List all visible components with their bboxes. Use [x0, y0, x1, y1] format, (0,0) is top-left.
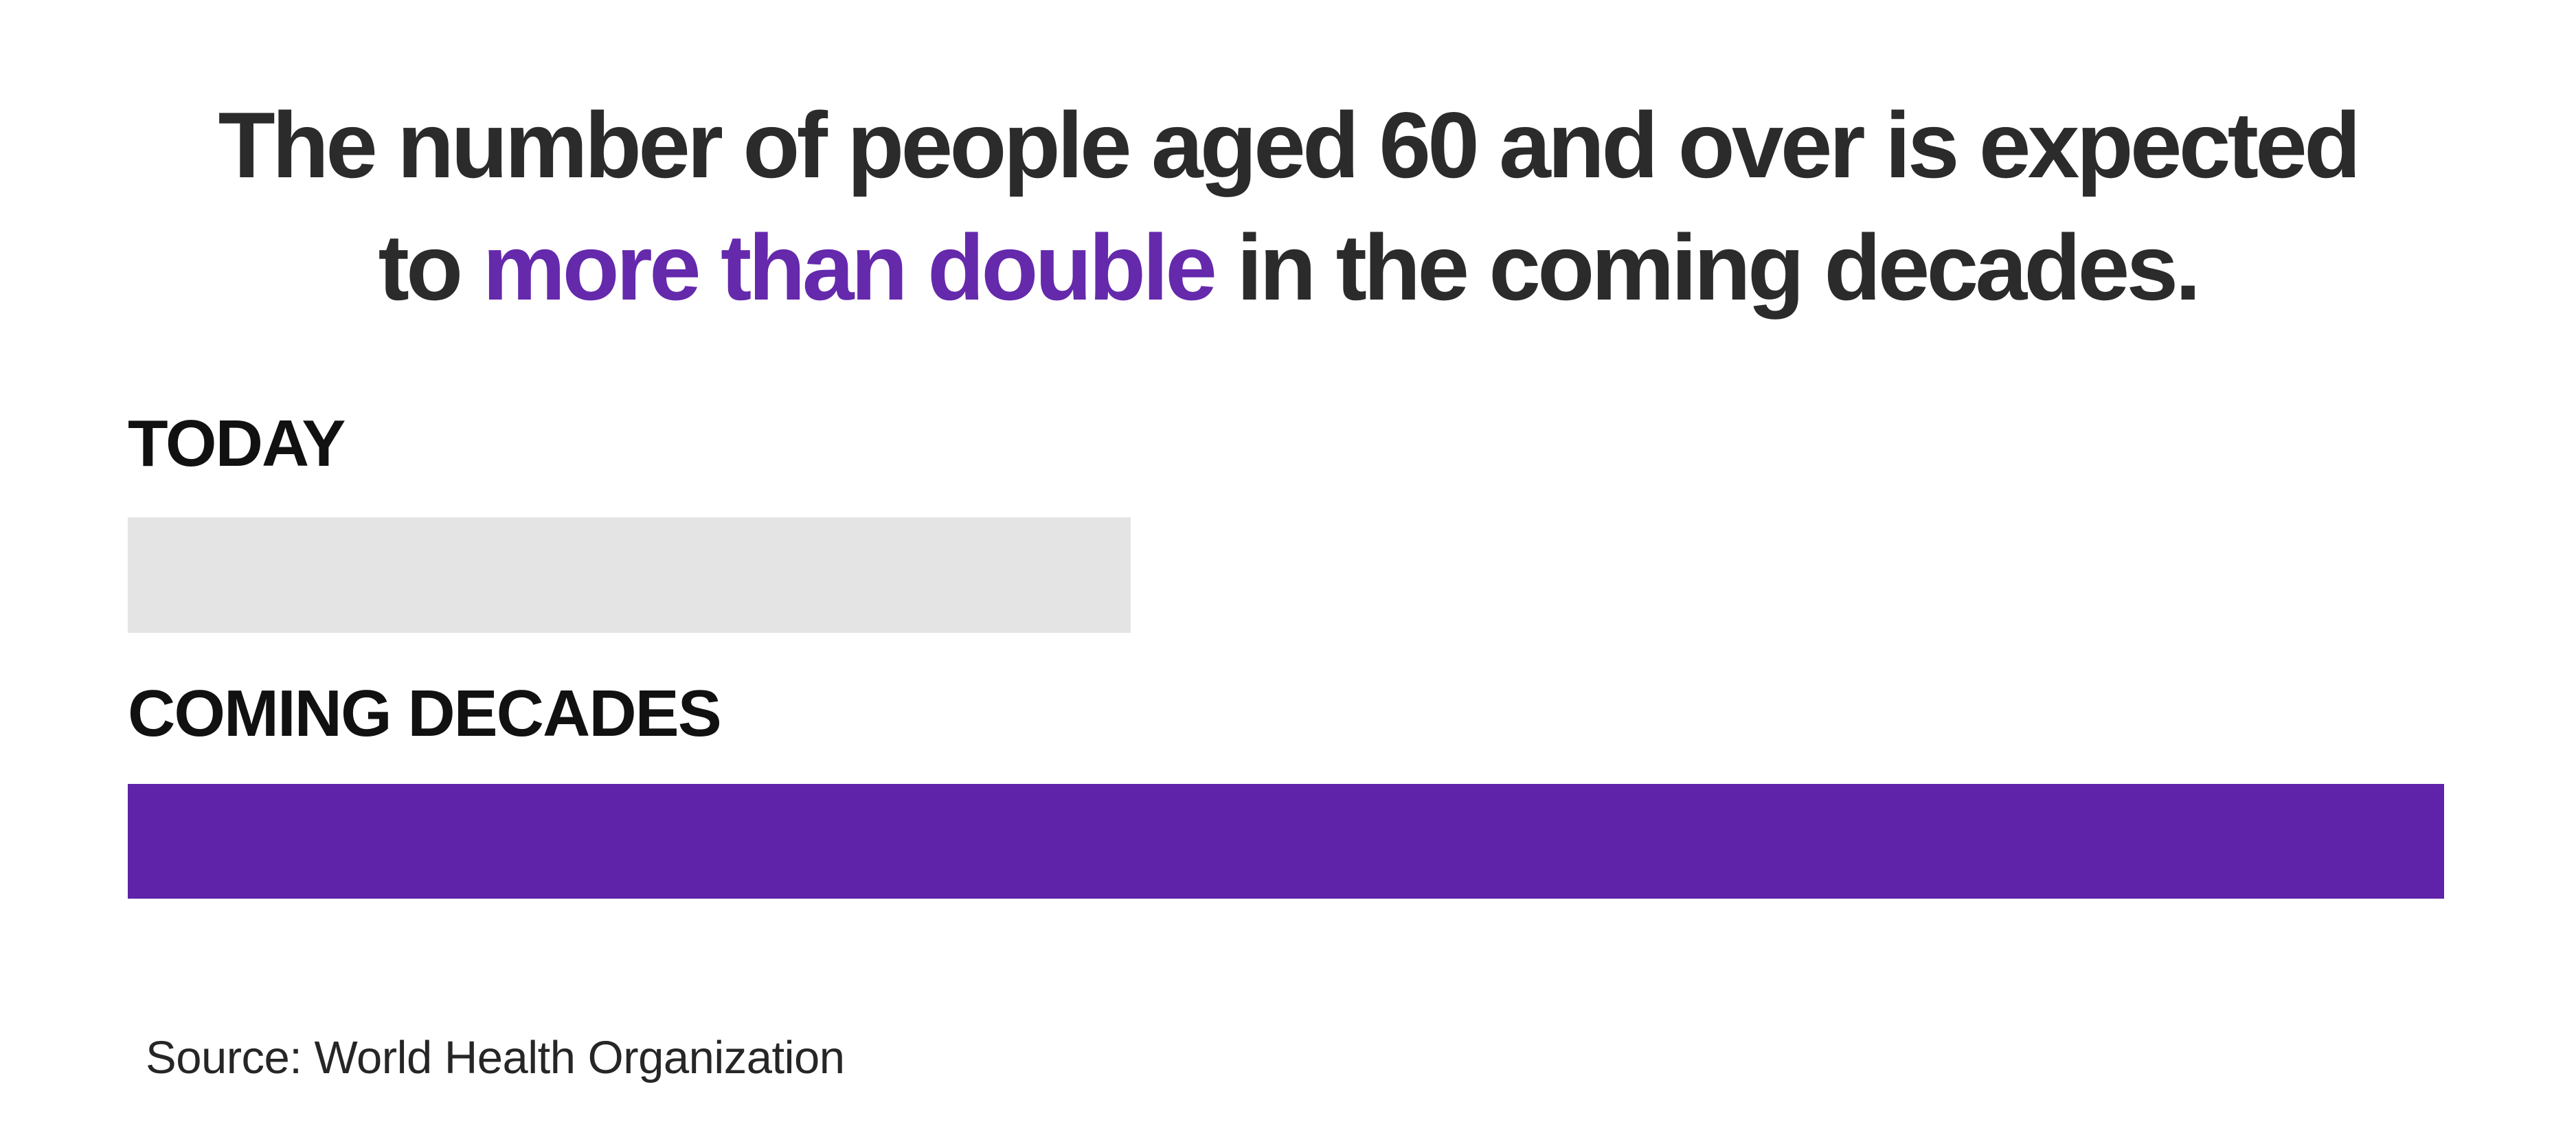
- bar-coming-decades: [128, 784, 2444, 899]
- chart-title-line2-post: in the coming decades.: [1214, 215, 2201, 319]
- category-label-coming-decades: COMING DECADES: [128, 677, 722, 750]
- bar-today: [128, 517, 1131, 633]
- chart-title-line1: The number of people aged 60 and over is…: [218, 93, 2362, 197]
- chart-title: The number of people aged 60 and over is…: [0, 84, 2576, 328]
- category-label-today: TODAY: [128, 407, 346, 480]
- source-note: Source: World Health Organization: [146, 1032, 845, 1083]
- chart-title-line2-pre: to: [378, 215, 483, 319]
- chart-title-highlight: more than double: [482, 215, 1217, 319]
